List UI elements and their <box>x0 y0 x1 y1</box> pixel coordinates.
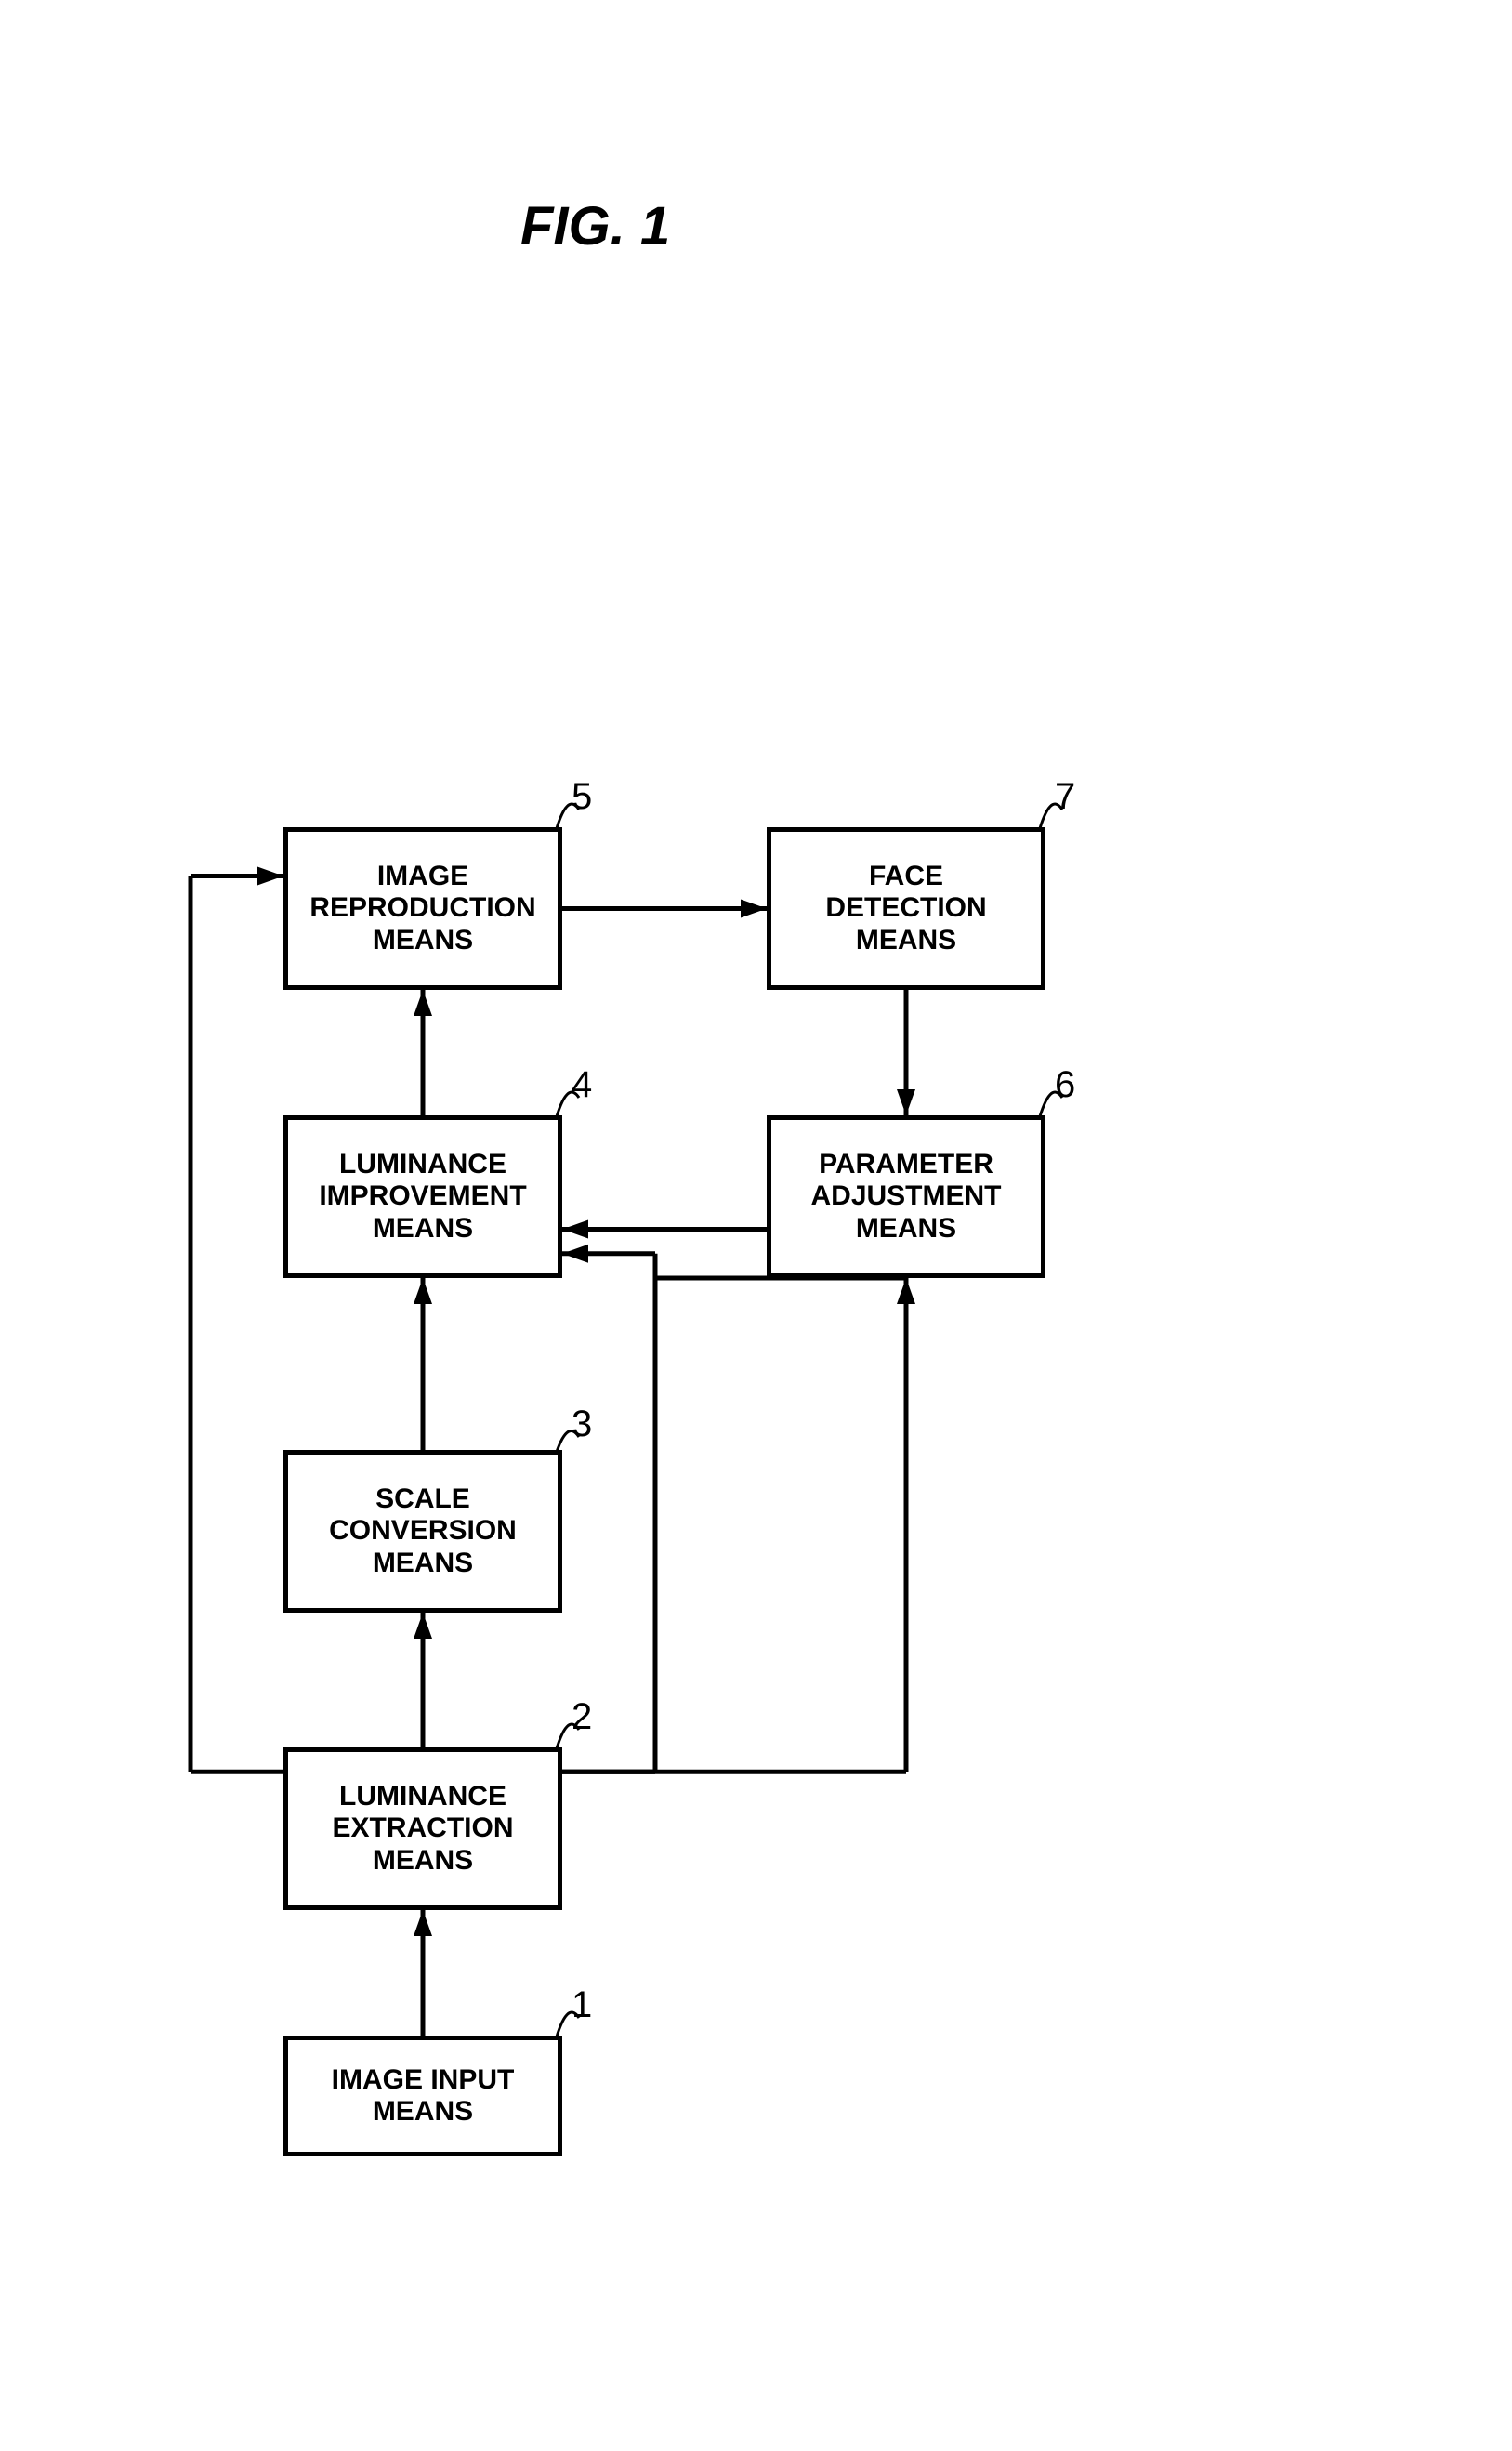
node-number-1: 1 <box>572 1984 592 2026</box>
node-number-3: 3 <box>572 1403 592 1445</box>
node-number-6: 6 <box>1055 1064 1075 1106</box>
node-number-7: 7 <box>1055 776 1075 818</box>
node-face-detection: FACE DETECTION MEANS <box>767 827 1045 990</box>
node-label: PARAMETER ADJUSTMENT MEANS <box>810 1149 1001 1245</box>
node-scale-conversion: SCALE CONVERSION MEANS <box>283 1450 562 1613</box>
node-number-5: 5 <box>572 776 592 818</box>
node-label: IMAGE INPUT MEANS <box>332 2064 515 2128</box>
edges-layer <box>0 0 1512 2451</box>
node-label: SCALE CONVERSION MEANS <box>329 1483 517 1580</box>
figure-title: FIG. 1 <box>520 195 670 257</box>
node-label: FACE DETECTION MEANS <box>825 861 986 957</box>
node-label: IMAGE REPRODUCTION MEANS <box>309 861 535 957</box>
node-label: LUMINANCE EXTRACTION MEANS <box>333 1781 514 1878</box>
node-image-reproduction: IMAGE REPRODUCTION MEANS <box>283 827 562 990</box>
node-parameter-adjustment: PARAMETER ADJUSTMENT MEANS <box>767 1115 1045 1278</box>
node-number-2: 2 <box>572 1696 592 1738</box>
node-number-4: 4 <box>572 1064 592 1106</box>
node-luminance-improvement: LUMINANCE IMPROVEMENT MEANS <box>283 1115 562 1278</box>
figure-canvas: FIG. 1 IMAGE INPUT MEANS 1 LUMINANCE EXT… <box>0 0 1512 2451</box>
node-label: LUMINANCE IMPROVEMENT MEANS <box>319 1149 526 1245</box>
node-image-input: IMAGE INPUT MEANS <box>283 2036 562 2156</box>
node-luminance-extraction: LUMINANCE EXTRACTION MEANS <box>283 1747 562 1910</box>
